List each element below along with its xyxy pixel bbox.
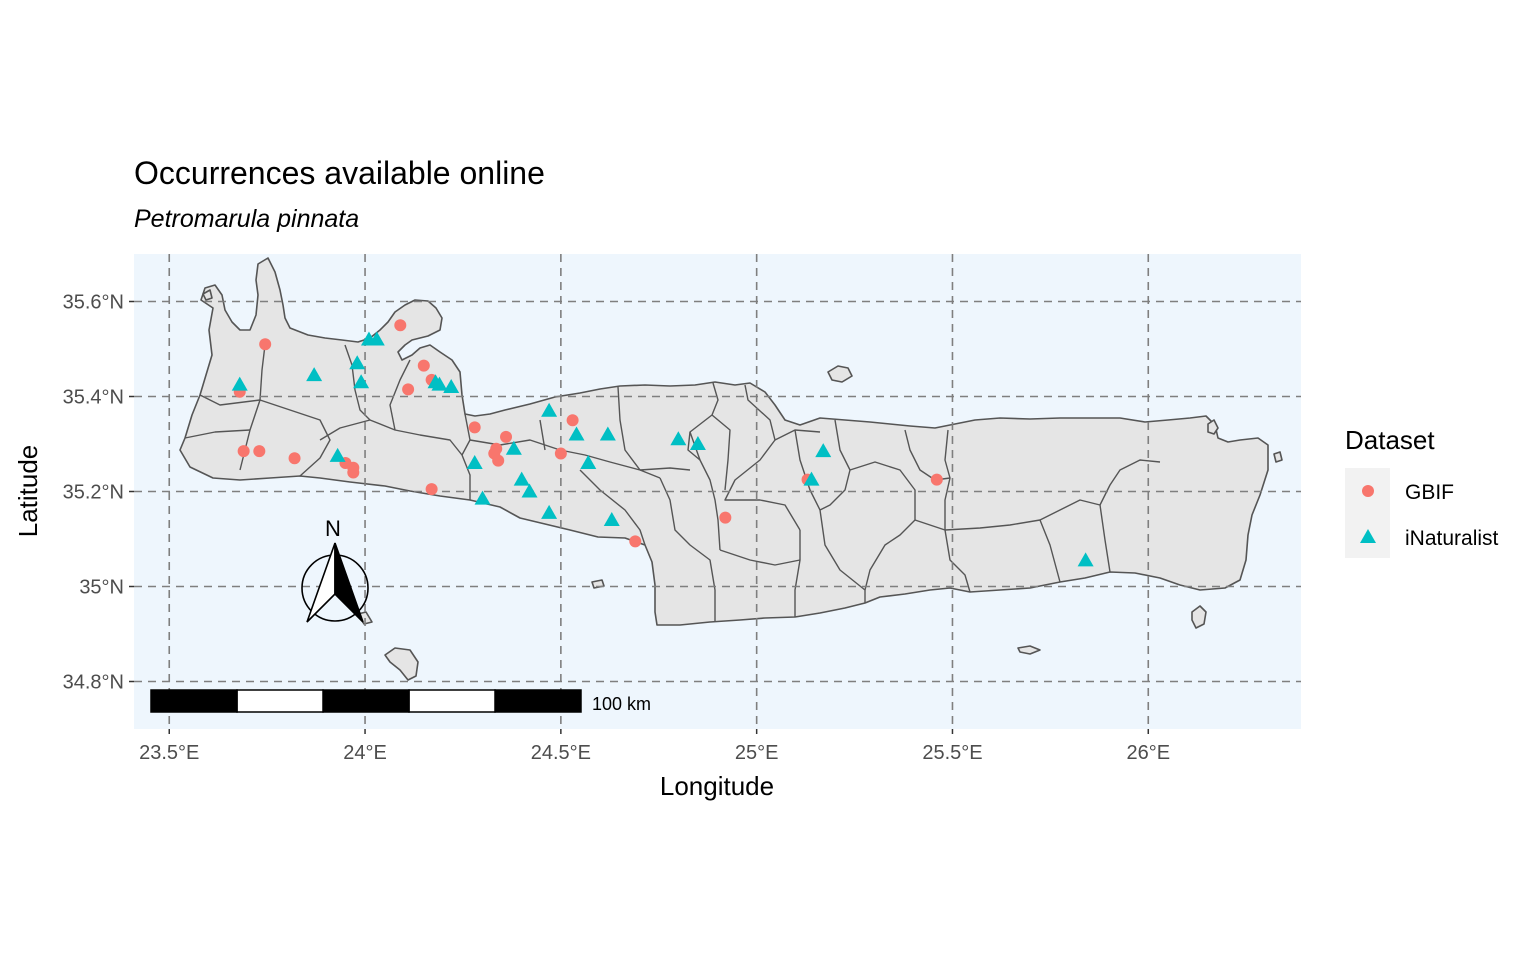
inaturalist-point	[803, 471, 820, 486]
x-tick-label: 25°E	[735, 742, 779, 764]
legend-key-inaturalist	[1360, 529, 1376, 543]
scale-bar-segment	[236, 689, 324, 713]
islet-north-1	[202, 289, 213, 301]
legend-title: Dataset	[1345, 425, 1435, 455]
x-tick-label: 24°E	[343, 742, 387, 764]
y-tick-label: 35.4°N	[63, 387, 124, 409]
scale-bar: 100 km	[150, 689, 651, 714]
inaturalist-point	[541, 504, 558, 519]
scale-bar-segment	[150, 689, 238, 713]
inaturalist-point	[306, 367, 323, 382]
gbif-point	[402, 383, 415, 396]
inaturalist-point	[568, 426, 585, 441]
north-arrow: N	[301, 516, 369, 623]
gbif-point	[719, 511, 732, 524]
inaturalist-point	[349, 355, 366, 370]
islet-chrysi	[1017, 645, 1041, 655]
inaturalist-point	[513, 471, 530, 486]
legend: Dataset GBIF iNaturalist	[1345, 425, 1499, 558]
gbif-point	[566, 414, 579, 427]
gbif-point	[554, 447, 567, 460]
inaturalist-point	[580, 455, 597, 469]
y-tick-label: 35.6°N	[63, 292, 124, 314]
y-tick-label: 35°N	[79, 577, 124, 599]
inaturalist-point	[603, 512, 620, 526]
scale-bar-segment	[322, 689, 410, 713]
inaturalist-point	[670, 431, 687, 446]
scale-bar-segment	[408, 689, 496, 713]
x-tick-label: 25.5°E	[922, 742, 982, 764]
north-arrow-label: N	[325, 516, 341, 541]
scale-bar-label: 100 km	[592, 694, 651, 714]
chart-title: Occurrences available online	[134, 155, 545, 191]
gbif-point	[259, 338, 272, 351]
inaturalist-point	[541, 402, 558, 417]
gbif-point	[288, 452, 301, 465]
inaturalist-point	[443, 379, 460, 393]
gbif-point	[930, 473, 943, 486]
inaturalist-point	[329, 447, 346, 462]
gbif-point	[468, 421, 481, 434]
inaturalist-point	[368, 331, 385, 346]
chart-subtitle: Petromarula pinnata	[134, 205, 359, 233]
gbif-point	[492, 454, 505, 467]
inaturalist-point	[231, 376, 248, 391]
gbif-point	[425, 483, 438, 496]
legend-key-gbif	[1362, 485, 1374, 497]
x-axis-title: Longitude	[660, 771, 774, 801]
municipal-boundaries	[184, 344, 1161, 621]
gbif-point	[500, 430, 513, 443]
inaturalist-point	[431, 376, 448, 391]
islet-dia	[827, 365, 853, 383]
x-axis-ticks: 23.5°E 24°E 24.5°E 25°E 25.5°E 26°E	[139, 729, 1170, 764]
inaturalist-point	[353, 374, 370, 389]
x-tick-label: 26°E	[1126, 742, 1170, 764]
inaturalist-point	[815, 443, 832, 458]
x-tick-label: 24.5°E	[531, 742, 591, 764]
legend-label-inaturalist: iNaturalist	[1405, 527, 1499, 550]
inaturalist-point	[474, 490, 491, 505]
islet-koufonisi	[1191, 605, 1207, 629]
graticule	[134, 254, 1301, 729]
gbif-point	[490, 442, 503, 455]
y-axis-ticks: 35.6°N 35.4°N 35.2°N 35°N 34.8°N	[63, 292, 134, 694]
islet-east-2	[1273, 451, 1283, 463]
crete-island-outline	[179, 257, 1269, 626]
y-tick-label: 35.2°N	[63, 482, 124, 504]
y-tick-label: 34.8°N	[63, 672, 124, 694]
x-tick-label: 23.5°E	[139, 742, 199, 764]
inaturalist-point	[521, 483, 538, 498]
north-arrow-right-half	[334, 542, 364, 623]
gbif-point	[629, 535, 642, 548]
gbif-point	[253, 445, 266, 458]
gbif-point	[394, 319, 407, 332]
gbif-point	[237, 445, 250, 458]
crete-land	[179, 257, 1283, 681]
islet-east-1	[1207, 419, 1219, 435]
inaturalist-point	[505, 440, 522, 455]
legend-label-gbif: GBIF	[1405, 481, 1454, 504]
gbif-point	[417, 359, 430, 372]
y-axis-title: Latitude	[13, 445, 43, 538]
occurrence-points	[231, 319, 1094, 567]
inaturalist-point	[599, 426, 616, 441]
islet-gavdos	[384, 647, 419, 681]
inaturalist-point	[466, 455, 483, 469]
inaturalist-point	[689, 436, 706, 450]
gbif-point	[347, 466, 360, 479]
scale-bar-segment	[494, 689, 582, 713]
inaturalist-point	[1077, 552, 1094, 567]
